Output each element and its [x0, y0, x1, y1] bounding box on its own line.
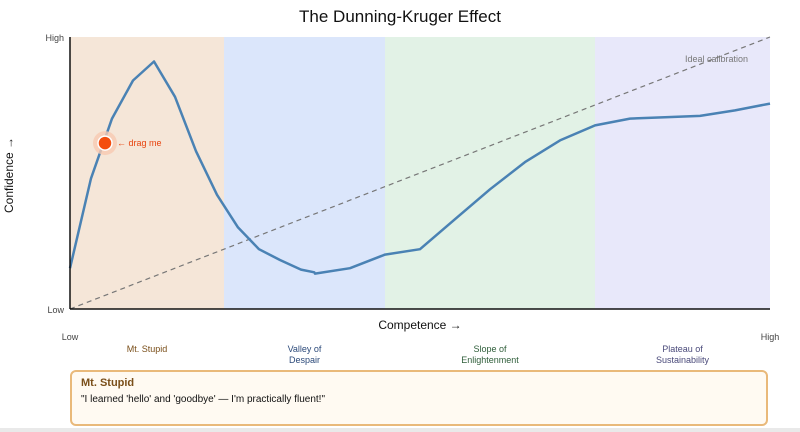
x-axis-high-label: High: [761, 332, 780, 342]
drag-me-label: ← drag me: [117, 138, 162, 148]
region-label-0-0: Mt. Stupid: [127, 344, 168, 354]
ideal-calibration-line: [69, 36, 771, 310]
y-axis-title: Confidence →: [2, 137, 16, 213]
confidence-curve: [68, 60, 771, 275]
ideal-calibration-label: Ideal calibration: [685, 54, 748, 64]
drag-marker-group[interactable]: ← drag me: [93, 131, 162, 156]
confidence-curve-group: [68, 60, 771, 275]
axes: Ideal calibration: [69, 37, 770, 310]
region-label-3-0: Plateau of: [662, 344, 703, 354]
region-label-3-1: Sustainability: [656, 355, 710, 365]
chart-title: The Dunning-Kruger Effect: [299, 7, 501, 26]
ideal-calibration-line-group: [69, 36, 771, 310]
region-bands: [70, 37, 770, 309]
region-band-0[interactable]: [70, 37, 224, 309]
x-axis-low-label: Low: [62, 332, 79, 342]
stage-info-quote: "I learned 'hello' and 'goodbye' — I'm p…: [81, 394, 325, 405]
region-band-2[interactable]: [385, 37, 595, 309]
y-axis-high-label: High: [45, 33, 64, 43]
region-label-1-0: Valley of: [288, 344, 322, 354]
bottom-scrollbar: [0, 428, 800, 432]
region-label-2-0: Slope of: [473, 344, 507, 354]
region-band-3[interactable]: [595, 37, 770, 309]
stage-info-title: Mt. Stupid: [81, 377, 135, 389]
region-label-2-1: Enlightenment: [461, 355, 519, 365]
region-label-1-1: Despair: [289, 355, 320, 365]
y-axis-low-label: Low: [47, 305, 64, 315]
drag-marker-dot[interactable]: [97, 135, 113, 151]
region-band-1[interactable]: [224, 37, 385, 309]
stage-info-card: Mt. Stupid "I learned 'hello' and 'goodb…: [70, 370, 768, 426]
x-axis-title: Competence →: [378, 318, 461, 332]
